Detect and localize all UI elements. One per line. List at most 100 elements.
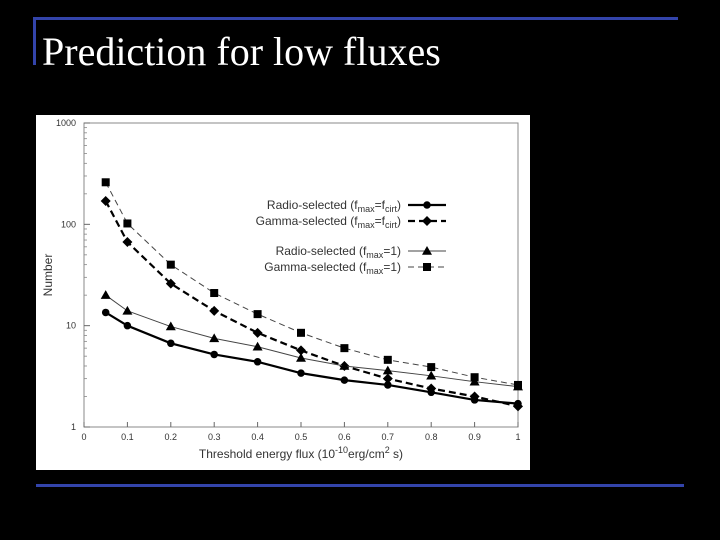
marker-circle <box>101 308 110 317</box>
marker-square <box>101 178 110 187</box>
legend-subscript: max <box>366 250 384 260</box>
series-triangle <box>100 290 523 391</box>
marker-square <box>253 310 262 319</box>
legend-text: =1) <box>383 260 401 274</box>
accent-bar-bottom <box>36 484 684 487</box>
chart-figure: 0 0.1 0.2 0.3 0.4 0.5 0.6 0.7 0.8 0.9 1 1 10 100 1000 … <box>36 115 530 470</box>
x-tick-label: 0.5 <box>295 432 308 442</box>
series-diamond <box>100 195 523 412</box>
marker-square <box>514 380 522 389</box>
accent-bar-top <box>33 17 678 20</box>
y-tick-label: 100 <box>61 219 76 229</box>
legend-subscript: cirt <box>385 220 397 230</box>
axis-ticks: 0 0.1 0.2 0.3 0.4 0.5 0.6 0.7 0.8 0.9 1 1 10 100 1000 <box>56 118 521 442</box>
x-tick-label: 0.8 <box>425 432 438 442</box>
marker-circle <box>253 358 262 366</box>
x-tick-label: 0.2 <box>165 432 178 442</box>
slide-title: Prediction for low fluxes <box>42 29 441 74</box>
marker-triangle <box>426 370 437 380</box>
chart-frame <box>83 122 519 428</box>
marker-triangle <box>339 360 350 370</box>
marker-triangle <box>209 333 220 343</box>
x-tick-label: 0.3 <box>208 432 221 442</box>
marker-triangle <box>296 352 306 362</box>
legend-subscript: max <box>358 220 376 230</box>
marker-diamond <box>382 373 393 384</box>
legend-text: =1) <box>383 244 401 258</box>
marker-square <box>297 328 305 337</box>
marker-diamond <box>165 278 176 289</box>
x-axis-label-main: Threshold energy flux (10 <box>199 447 335 461</box>
legend-text: Radio-selected (f <box>267 198 358 212</box>
y-tick-label: 10 <box>66 321 76 331</box>
x-tick-label: 0.7 <box>382 432 395 442</box>
y-axis-label: Number <box>41 254 55 297</box>
legend-text: Gamma-selected (f <box>264 260 367 274</box>
marker-square <box>470 373 479 382</box>
plot-area <box>83 122 519 428</box>
marker-diamond <box>296 345 306 356</box>
marker-triangle <box>382 365 393 375</box>
x-axis-label-sup2: 2 <box>385 445 390 455</box>
legend-text: ) <box>397 214 401 228</box>
x-axis-label-unit: erg/cm <box>348 447 385 461</box>
marker-circle <box>340 376 349 384</box>
marker-square <box>123 219 132 228</box>
y-tick-label: 1 <box>71 422 76 432</box>
marker-square <box>427 363 436 372</box>
marker-square <box>383 355 392 364</box>
x-tick-label: 0.6 <box>338 432 351 442</box>
marker-square <box>210 289 219 298</box>
series-square <box>101 178 522 389</box>
marker-square <box>423 263 431 271</box>
legend-subscript: cirt <box>385 204 397 214</box>
legend-subscript: max <box>366 266 384 276</box>
x-tick-label: 0.4 <box>251 432 264 442</box>
legend-label: Radio-selected (fmax=1) <box>276 244 401 260</box>
marker-circle <box>297 369 305 377</box>
legend-label: Gamma-selected (fmax=1) <box>264 260 401 276</box>
marker-triangle <box>422 246 432 255</box>
legend-label: Radio-selected (fmax=fcirt) <box>267 198 401 214</box>
marker-triangle <box>100 290 111 299</box>
marker-diamond <box>209 305 220 316</box>
marker-diamond <box>469 391 480 402</box>
marker-diamond <box>100 195 111 206</box>
x-tick-label: 1 <box>515 432 520 442</box>
legend-text: =f <box>375 198 386 212</box>
legend-text: ) <box>397 198 401 212</box>
legend-text: =f <box>375 214 386 228</box>
marker-diamond <box>122 236 133 247</box>
x-axis-label-sup: -10 <box>335 445 348 455</box>
marker-circle <box>423 201 431 209</box>
marker-circle <box>384 381 392 389</box>
x-axis-label-end: s) <box>390 447 403 461</box>
marker-square <box>340 344 349 353</box>
x-tick-label: 0.1 <box>121 432 134 442</box>
legend-subscript: max <box>358 204 376 214</box>
accent-bar-vertical <box>33 17 36 65</box>
legend: Radio-selected (fmax=fcirt)Gamma-selecte… <box>256 198 446 276</box>
x-tick-label: 0 <box>81 432 86 442</box>
legend-text: Gamma-selected (f <box>256 214 359 228</box>
x-tick-label: 0.9 <box>468 432 481 442</box>
series-line <box>105 311 519 405</box>
marker-circle <box>210 350 218 359</box>
marker-diamond <box>426 383 437 394</box>
marker-diamond <box>513 401 523 412</box>
marker-diamond <box>422 216 432 226</box>
marker-circle <box>167 339 175 348</box>
chart-svg: 0 0.1 0.2 0.3 0.4 0.5 0.6 0.7 0.8 0.9 11101001000 … <box>41 118 523 461</box>
series-group <box>100 178 523 412</box>
marker-square <box>166 260 175 269</box>
legend-label: Gamma-selected (fmax=fcirt) <box>256 214 401 230</box>
marker-diamond <box>252 327 263 338</box>
marker-triangle <box>122 305 133 315</box>
marker-triangle <box>252 341 263 351</box>
marker-circle <box>123 321 132 330</box>
series-circle <box>101 308 522 408</box>
legend-text: Radio-selected (f <box>276 244 367 258</box>
x-axis-label: Threshold energy flux (10-10erg/cm2 s) <box>199 445 403 461</box>
y-tick-label: 1000 <box>56 118 76 128</box>
marker-triangle <box>165 321 176 331</box>
